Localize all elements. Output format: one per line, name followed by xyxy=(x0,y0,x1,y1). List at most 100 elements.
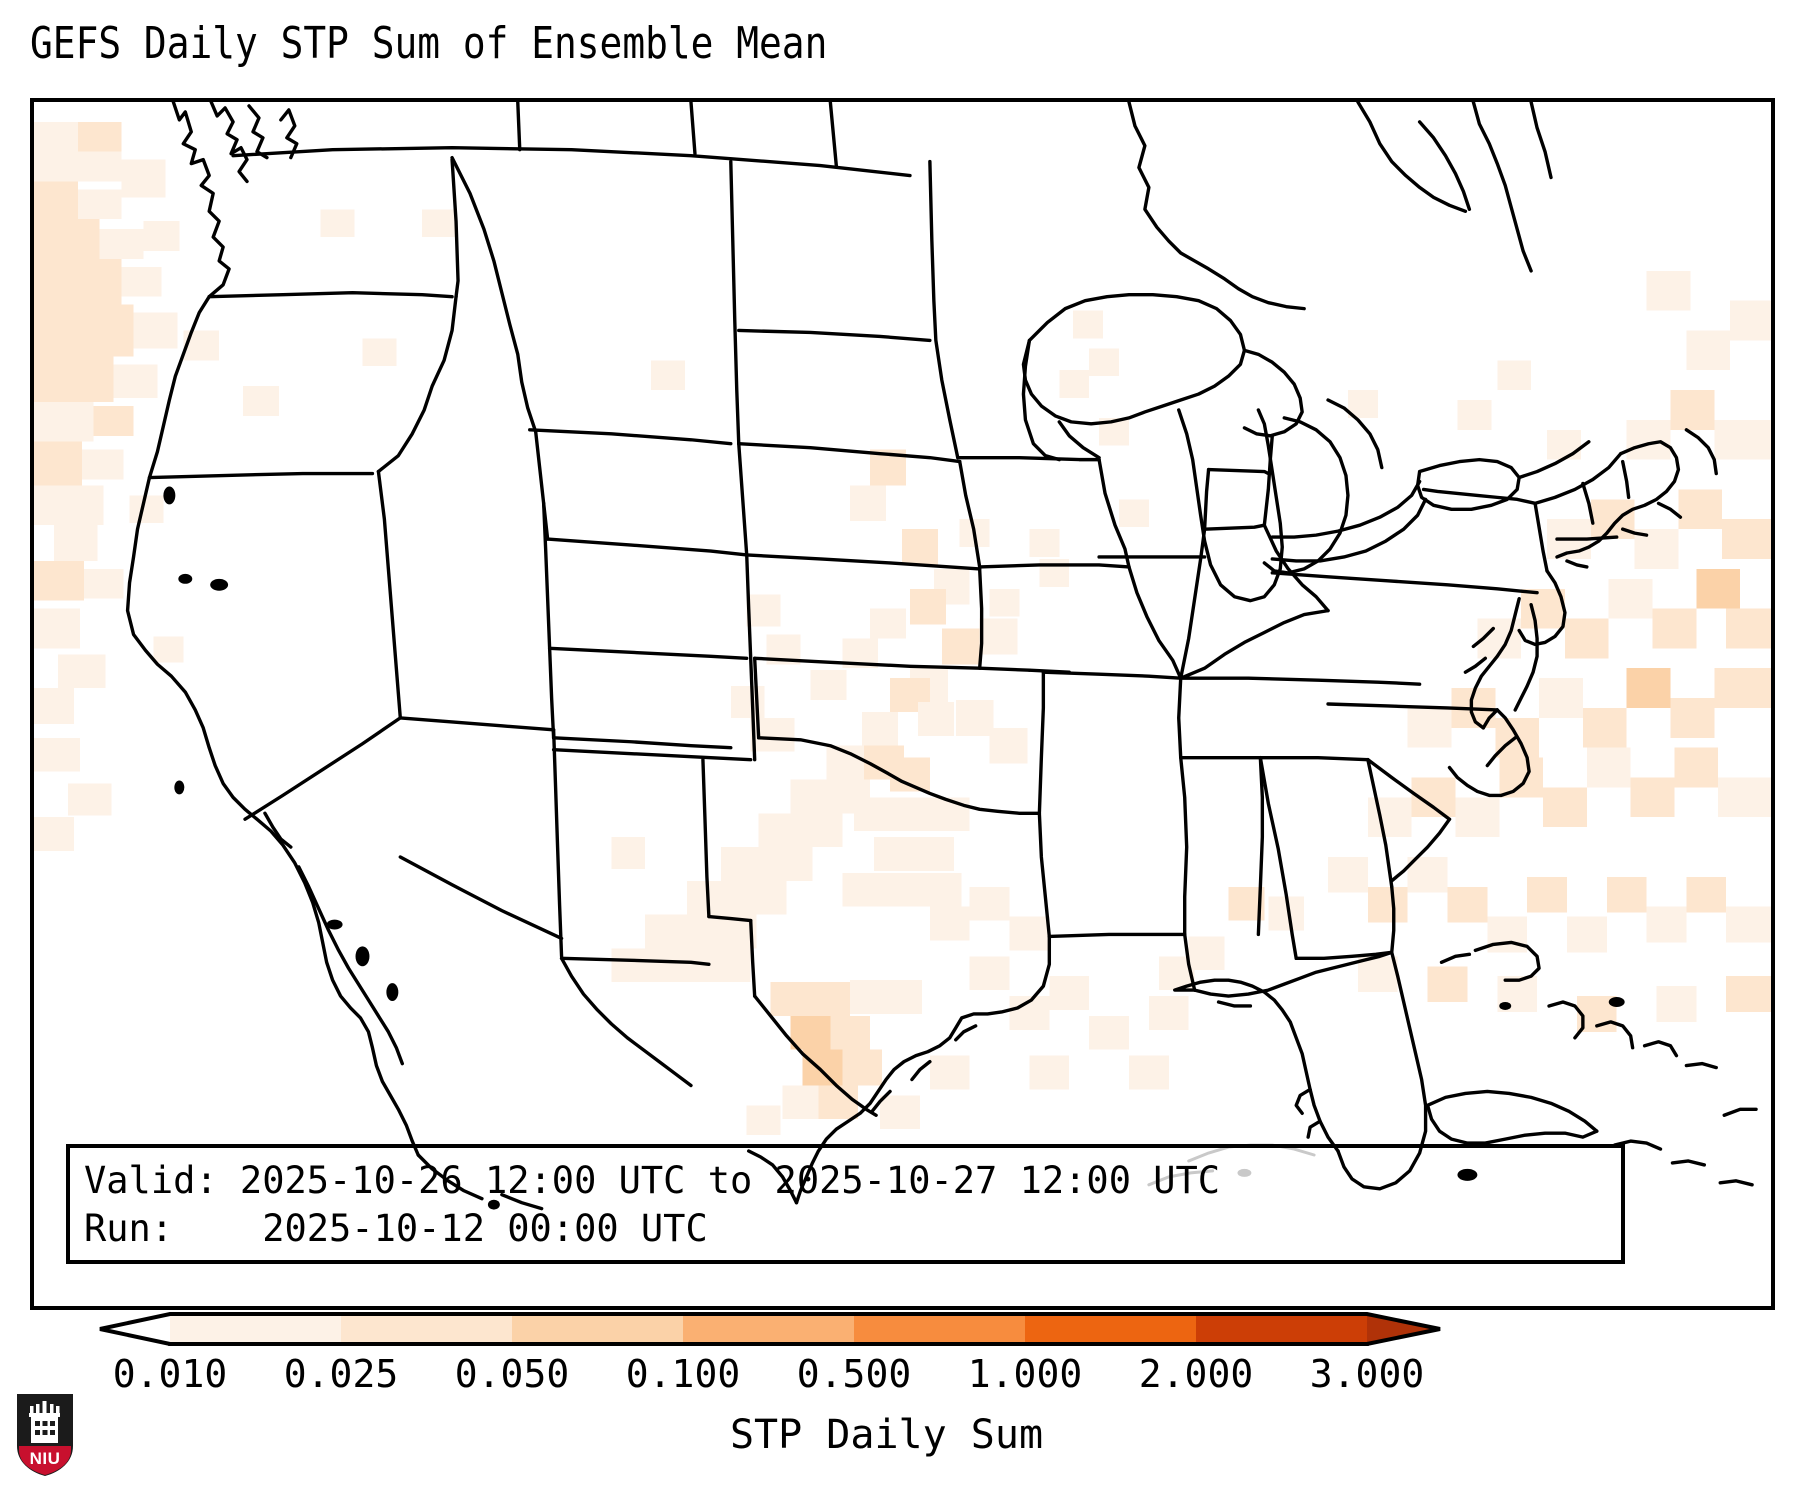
id-mt-border xyxy=(450,155,538,434)
cuba xyxy=(1425,1089,1599,1133)
colorbar-tick-label: 0.025 xyxy=(283,1352,399,1396)
colorbar-segment xyxy=(512,1314,683,1344)
ga-coast xyxy=(1390,885,1396,955)
colorbar-axis-label: STP Daily Sum xyxy=(0,1412,1803,1458)
ar-la-border xyxy=(1047,932,1187,939)
ks-mo-border xyxy=(977,567,984,670)
id-wa-border xyxy=(450,157,460,299)
va-nc-border xyxy=(1326,702,1499,712)
nc-sc-border xyxy=(1366,757,1452,821)
pa-east-border xyxy=(1533,501,1549,573)
colorbar-tick-label: 3.000 xyxy=(1309,1352,1425,1396)
ga-fl-border xyxy=(1294,950,1394,960)
or-id-border xyxy=(376,295,458,474)
chesapeake-bay xyxy=(1469,597,1521,730)
baja-gulf xyxy=(297,865,404,1066)
run-time-text: Run: 2025-10-12 00:00 UTC xyxy=(84,1207,708,1250)
colorbar xyxy=(60,1312,1520,1346)
in-oh-border xyxy=(1202,523,1267,531)
ia-il-border xyxy=(1097,457,1131,569)
colorbar-segment xyxy=(1196,1314,1367,1344)
colorbar-tick-label: 0.100 xyxy=(625,1352,741,1396)
geography-lines xyxy=(125,102,1758,1211)
us-canada-border xyxy=(231,146,912,178)
co-west xyxy=(547,646,749,660)
la-ms-coast xyxy=(1183,932,1197,992)
nv-ut-ca xyxy=(376,469,403,720)
ar-ms-border xyxy=(1177,676,1189,937)
bahamas-4 xyxy=(1595,1020,1635,1050)
colorbar-segment xyxy=(683,1314,854,1344)
ut-co-border xyxy=(551,736,733,750)
data-cells xyxy=(34,121,1771,1136)
ok-tx-red-river xyxy=(756,736,1042,815)
oh-wv-border xyxy=(1262,523,1330,613)
dakota-mn-border xyxy=(928,159,960,460)
pa-ny-border xyxy=(1421,487,1537,506)
mt-dakota-border xyxy=(729,159,741,446)
nv-az-border xyxy=(398,716,556,732)
co-east xyxy=(745,553,757,762)
colorbar-segment xyxy=(170,1314,341,1344)
florida-gulf-coast xyxy=(1173,978,1340,1153)
mn-ia-border xyxy=(956,455,1101,462)
oh-pa-border xyxy=(1262,434,1274,527)
mexico-interior-2 xyxy=(500,1193,544,1211)
colorbar-tick-label: 0.010 xyxy=(112,1352,228,1396)
colorbar-axis-label-text: STP Daily Sum xyxy=(729,1412,1044,1458)
nj-de-coast xyxy=(1517,569,1567,647)
new-england-coast xyxy=(1555,440,1681,559)
sc-coast xyxy=(1390,817,1452,883)
gulf-coast-panhandle xyxy=(1192,950,1394,998)
il-ky-ohio-river xyxy=(1179,608,1330,680)
map-canvas xyxy=(34,102,1771,1211)
bahamas-3 xyxy=(1547,1000,1585,1040)
va-coast xyxy=(1481,708,1499,730)
bahamas-1 xyxy=(1473,940,1541,982)
nm-south xyxy=(559,956,711,966)
bahamas-2 xyxy=(1439,952,1472,964)
ok-tx-panhandle xyxy=(752,656,761,740)
map-panel xyxy=(30,98,1775,1310)
mexico-border-rio-grande xyxy=(752,994,878,1117)
pa-md-border xyxy=(1270,571,1539,595)
mo-ar-border xyxy=(1041,670,1183,680)
or-ca-border xyxy=(147,471,375,480)
tx-la-border xyxy=(1037,811,1052,939)
nm-tx-border xyxy=(701,757,711,919)
co-south xyxy=(551,748,753,762)
puget-sound-detail xyxy=(209,102,249,184)
delmarva xyxy=(1513,602,1539,712)
lake-superior xyxy=(1021,293,1247,426)
mexico-interior-1 xyxy=(416,1153,484,1201)
mexico-coast-east xyxy=(747,1149,799,1205)
wa-or-border xyxy=(207,291,454,299)
page-title: GEFS Daily STP Sum of Ensemble Mean xyxy=(30,18,828,69)
colorbar-segment xyxy=(341,1314,512,1344)
colorbar-tick-label: 0.500 xyxy=(796,1352,912,1396)
nd-sd-border xyxy=(737,328,932,343)
niu-logo: NIU xyxy=(17,1394,73,1476)
colorbar-tick-label: 1.000 xyxy=(967,1352,1083,1396)
al-ga-border xyxy=(1258,755,1298,960)
wy-east-border xyxy=(737,442,749,557)
wi-mi-border xyxy=(1057,420,1101,460)
az-mexico xyxy=(398,855,564,941)
colorbar-extend-high xyxy=(1367,1314,1440,1344)
eastern-canada-coast xyxy=(1127,102,1306,311)
wy-co-border xyxy=(545,537,749,557)
ne-ks-border xyxy=(745,553,982,571)
colorbar-extend-low xyxy=(100,1314,170,1344)
lake-erie xyxy=(1270,479,1422,539)
az-nm-border xyxy=(551,728,564,959)
colorbar-tick-label: 0.050 xyxy=(454,1352,570,1396)
tn-ms-al-north xyxy=(1179,755,1370,762)
colorbar-tick-label: 2.000 xyxy=(1138,1352,1254,1396)
mt-wy-border xyxy=(528,428,733,446)
lake-michigan xyxy=(1177,408,1284,603)
lake-ontario xyxy=(1415,457,1521,511)
sc-ga-border xyxy=(1366,757,1394,889)
florida-peninsula xyxy=(1336,950,1428,1191)
valid-time-text: Valid: 2025-10-26 12:00 UTC to 2025-10-2… xyxy=(84,1159,1221,1202)
nv-ca-diag xyxy=(243,716,403,821)
